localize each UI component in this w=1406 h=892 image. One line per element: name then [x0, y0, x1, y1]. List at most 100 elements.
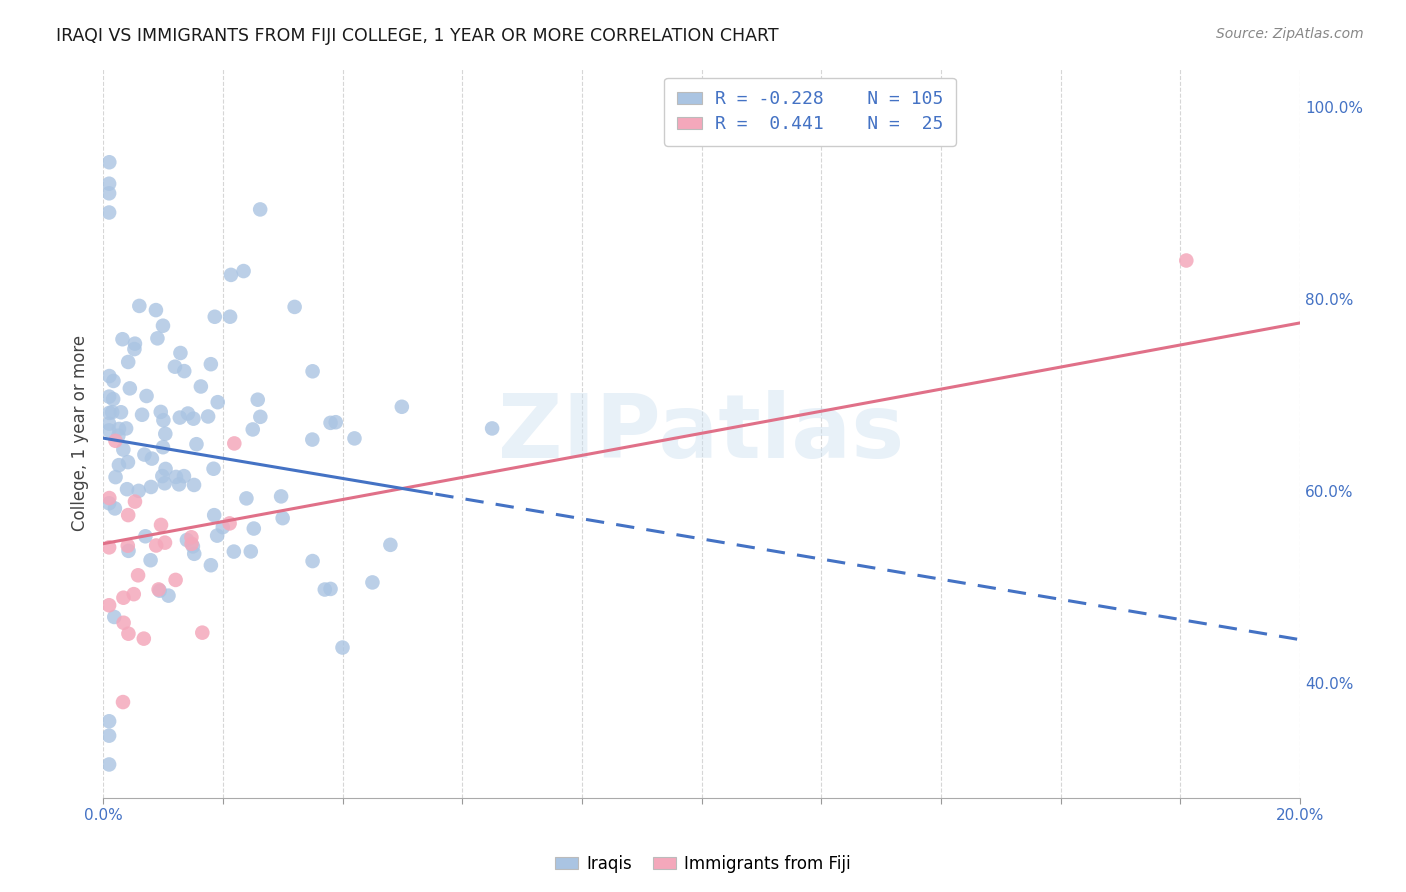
Point [242, 422, 264, 436]
Point [127, 568, 149, 582]
Point [98, 417, 121, 431]
Text: Source: ZipAtlas.com: Source: ZipAtlas.com [1216, 27, 1364, 41]
Point [211, 520, 233, 534]
Point [232, 264, 254, 278]
Point [173, 469, 195, 483]
Point [104, 434, 127, 448]
Point [117, 544, 139, 558]
Point [186, 437, 208, 451]
Point [270, 489, 292, 503]
Point [183, 478, 205, 492]
Point [101, 392, 124, 406]
Point [98, 205, 121, 219]
Point [153, 476, 176, 491]
Point [235, 491, 257, 506]
Point [249, 202, 271, 217]
Point [218, 516, 240, 531]
Point [243, 522, 266, 536]
Point [181, 540, 204, 554]
Point [131, 408, 153, 422]
Y-axis label: College, 1 year or more: College, 1 year or more [72, 335, 89, 532]
Point [124, 342, 146, 356]
Point [117, 626, 139, 640]
Point [219, 310, 242, 324]
Point [152, 413, 174, 427]
Point [165, 573, 187, 587]
Point [98, 186, 121, 201]
Point [117, 539, 139, 553]
Point [146, 331, 169, 345]
Point [202, 461, 225, 475]
Point [108, 422, 131, 436]
Point [139, 480, 162, 494]
Point [1175, 253, 1198, 268]
Point [98, 729, 121, 743]
Point [98, 491, 121, 505]
Point [222, 544, 245, 558]
Point [219, 268, 242, 282]
Point [112, 615, 135, 630]
Point [180, 537, 202, 551]
Point [115, 482, 138, 496]
Point [104, 501, 127, 516]
Point [155, 462, 177, 476]
Point [98, 423, 121, 437]
Legend: Iraqis, Immigrants from Fiji: Iraqis, Immigrants from Fiji [548, 848, 858, 880]
Point [150, 469, 173, 483]
Point [152, 318, 174, 333]
Point [124, 336, 146, 351]
Point [98, 757, 121, 772]
Point [332, 640, 354, 655]
Point [98, 369, 121, 384]
Point [271, 511, 294, 525]
Point [152, 440, 174, 454]
Point [314, 582, 336, 597]
Point [128, 299, 150, 313]
Point [117, 355, 139, 369]
Point [157, 589, 180, 603]
Point [200, 357, 222, 371]
Point [163, 359, 186, 374]
Point [103, 610, 125, 624]
Point [191, 625, 214, 640]
Point [98, 496, 121, 510]
Point [169, 410, 191, 425]
Point [301, 364, 323, 378]
Point [101, 405, 124, 419]
Point [284, 300, 307, 314]
Point [239, 544, 262, 558]
Point [98, 541, 121, 555]
Point [204, 310, 226, 324]
Point [110, 405, 132, 419]
Point [155, 426, 177, 441]
Point [224, 436, 246, 450]
Point [177, 407, 200, 421]
Point [207, 395, 229, 409]
Point [98, 599, 121, 613]
Point [246, 392, 269, 407]
Point [205, 528, 228, 542]
Point [180, 530, 202, 544]
Point [165, 470, 187, 484]
Point [145, 303, 167, 318]
Point [319, 416, 342, 430]
Point [103, 374, 125, 388]
Point [98, 714, 121, 729]
Point [167, 477, 190, 491]
Point [149, 583, 172, 598]
Point [98, 155, 121, 169]
Point [319, 582, 342, 596]
Point [153, 535, 176, 549]
Point [301, 554, 323, 568]
Point [481, 421, 503, 435]
Point [183, 547, 205, 561]
Point [169, 346, 191, 360]
Point [111, 332, 134, 346]
Point [325, 415, 347, 429]
Point [112, 591, 135, 605]
Point [128, 483, 150, 498]
Point [117, 455, 139, 469]
Point [173, 364, 195, 378]
Point [135, 389, 157, 403]
Point [183, 411, 205, 425]
